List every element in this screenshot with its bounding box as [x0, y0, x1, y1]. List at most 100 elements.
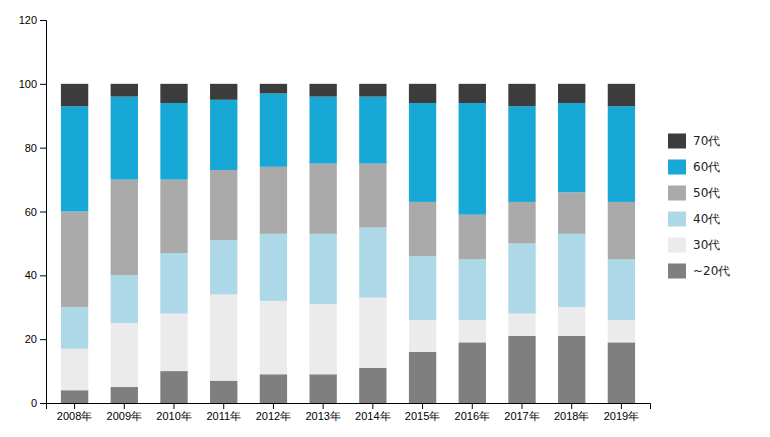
tick-mark [40, 339, 46, 340]
bar-segment [508, 243, 535, 313]
bar-segment [111, 323, 138, 387]
bar-segment [409, 320, 436, 352]
bar-segment [359, 368, 386, 403]
x-tick: 2014年 [355, 403, 390, 422]
x-axis: 2008年2009年2010年2011年2012年2013年2014年2015年… [47, 403, 651, 422]
axis-line [47, 404, 651, 410]
tick-label: 2009年 [107, 410, 142, 422]
bar-segment [459, 342, 486, 403]
y-axis: 020406080100120 [19, 14, 47, 409]
bar-segment [409, 352, 436, 403]
chart-svg: 0204060801001202008年2009年2010年2011年2012年… [0, 0, 770, 437]
tick-label: 2019年 [604, 410, 639, 422]
bar-segment [508, 314, 535, 336]
x-tick: 2010年 [156, 403, 191, 422]
tick-mark [40, 212, 46, 213]
bar-segment [309, 97, 336, 164]
tick-mark [124, 403, 125, 409]
tick-label: 2011年 [206, 410, 241, 422]
bars [61, 84, 635, 403]
bar-segment [608, 259, 635, 320]
legend-label: 50代 [693, 186, 720, 200]
tick-mark [40, 275, 46, 276]
bar-series [61, 336, 635, 403]
plot-area: 0204060801001202008年2009年2010年2011年2012年… [19, 14, 651, 422]
bar-segment [111, 275, 138, 323]
bar-segment [409, 256, 436, 320]
bar-segment [608, 84, 635, 106]
bar-segment [309, 234, 336, 304]
bar-segment [160, 253, 187, 314]
bar-segment [210, 294, 237, 380]
bar-segment [459, 215, 486, 260]
bar-segment [359, 97, 386, 164]
bar-segment [260, 167, 287, 234]
legend-swatch [668, 238, 686, 253]
bar-series [61, 93, 635, 214]
x-tick: 2016年 [455, 403, 490, 422]
x-tick: 2019年 [604, 403, 639, 422]
tick-mark [422, 403, 423, 409]
tick-mark [323, 403, 324, 409]
legend: 70代 60代 50代 40代 30代 ~20代 [668, 134, 730, 279]
bar-segment [309, 304, 336, 374]
tick-mark [74, 403, 75, 409]
bar-segment [409, 103, 436, 202]
tick-label: 40 [25, 269, 37, 281]
bar-segment [409, 202, 436, 256]
y-tick: 100 [19, 78, 46, 90]
tick-label: 20 [25, 333, 37, 345]
bar-segment [558, 84, 585, 103]
x-tick: 2012年 [256, 403, 291, 422]
bar-series [61, 84, 635, 106]
bar-segment [359, 84, 386, 97]
bar-segment [61, 212, 88, 308]
bar-segment [61, 106, 88, 211]
y-tick: 80 [25, 142, 46, 154]
legend-swatch [668, 186, 686, 201]
bar-series [61, 164, 635, 308]
bar-series [61, 294, 635, 390]
y-tick: 120 [19, 14, 46, 26]
legend-label: 60代 [693, 160, 720, 174]
bar-series [61, 227, 635, 348]
tick-label: 2008年 [57, 410, 92, 422]
legend-swatch [668, 134, 686, 149]
legend-item: 70代 [668, 134, 720, 149]
x-tick: 2015年 [405, 403, 440, 422]
bar-segment [160, 314, 187, 371]
tick-label: 0 [31, 397, 37, 409]
tick-label: 2016年 [455, 410, 490, 422]
bar-segment [608, 106, 635, 202]
legend-item: 50代 [668, 186, 720, 201]
bar-segment [459, 320, 486, 342]
bar-segment [558, 103, 585, 192]
legend-swatch [668, 212, 686, 227]
legend-item: 40代 [668, 212, 720, 227]
bar-segment [61, 307, 88, 348]
chart-container: 0204060801001202008年2009年2010年2011年2012年… [0, 0, 770, 437]
tick-mark [273, 403, 274, 409]
tick-mark [40, 148, 46, 149]
x-tick: 2017年 [504, 403, 539, 422]
bar-segment [558, 234, 585, 307]
tick-label: 120 [19, 14, 37, 26]
tick-mark [40, 84, 46, 85]
bar-segment [111, 97, 138, 180]
tick-mark [521, 403, 522, 409]
y-tick: 40 [25, 269, 46, 281]
legend-item: ~20代 [668, 264, 730, 279]
bar-segment [111, 84, 138, 97]
bar-segment [508, 202, 535, 243]
legend-label: 30代 [693, 238, 720, 252]
x-tick: 2009年 [107, 403, 142, 422]
legend-item: 30代 [668, 238, 720, 253]
bar-segment [260, 234, 287, 301]
bar-segment [210, 100, 237, 170]
axis-line [40, 21, 47, 404]
bar-segment [111, 387, 138, 403]
tick-label: 100 [19, 78, 37, 90]
tick-mark [40, 20, 46, 21]
bar-segment [508, 336, 535, 403]
bar-segment [160, 84, 187, 103]
